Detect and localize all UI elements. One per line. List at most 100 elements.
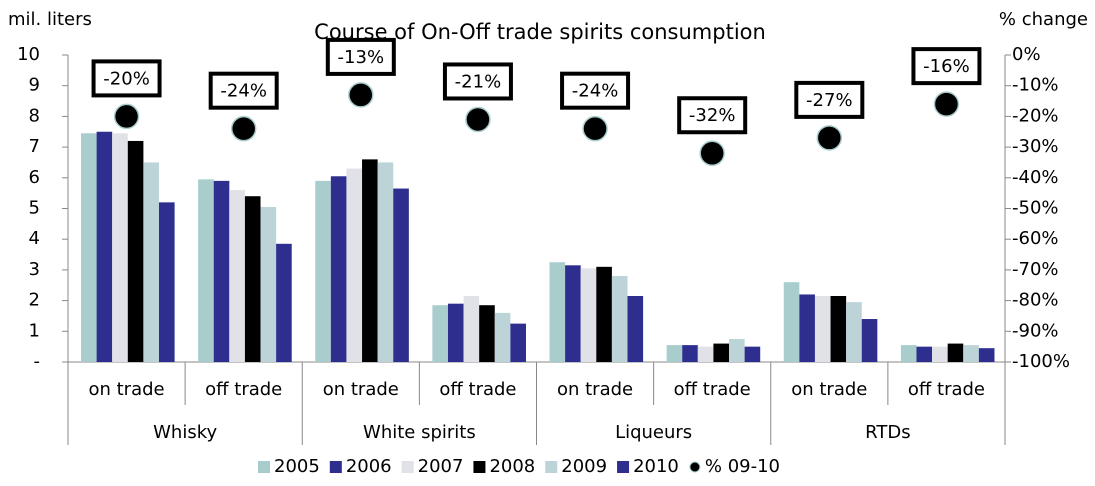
- y-axis-title: mil. liters: [8, 9, 92, 30]
- x-tick-label: on trade: [323, 379, 399, 400]
- change-point: [582, 115, 608, 142]
- bar: [143, 162, 159, 362]
- bar: [393, 188, 409, 362]
- y-tick-label: 10: [17, 44, 40, 65]
- y2-tick-label: -60%: [1012, 228, 1059, 249]
- change-point: [816, 125, 843, 151]
- y2-tick-label: -50%: [1012, 198, 1059, 219]
- data-label: -24%: [220, 81, 267, 102]
- data-label: -20%: [103, 68, 150, 89]
- legend-swatch: [258, 461, 270, 473]
- change-point: [933, 91, 960, 117]
- label-box: [91, 59, 162, 98]
- x-tick-label: off trade: [205, 379, 282, 400]
- legend-label: 2006: [346, 456, 392, 477]
- y2-tick-label: -40%: [1012, 167, 1059, 188]
- y-tick-label: 4: [29, 228, 40, 249]
- y-tick-label: 5: [29, 198, 40, 219]
- bar: [315, 180, 331, 362]
- label-box: [208, 71, 279, 110]
- y2-tick-label: -20%: [1012, 105, 1059, 126]
- bar: [580, 268, 597, 362]
- change-point: [348, 82, 374, 108]
- y-tick-label: -: [34, 351, 41, 372]
- label-box: [794, 80, 865, 119]
- y2-tick-label: -30%: [1012, 136, 1059, 157]
- x-tick-label: on trade: [557, 379, 633, 400]
- change-point: [465, 106, 491, 133]
- legend-label: % 09-10: [705, 456, 780, 477]
- y2-tick-label: -100%: [1012, 351, 1070, 372]
- bar: [463, 295, 480, 362]
- bar: [611, 276, 628, 362]
- x-group-label: White spirits: [363, 422, 476, 443]
- bar: [627, 295, 644, 362]
- label-box: [911, 47, 982, 86]
- y-tick-label: 6: [29, 167, 40, 188]
- data-label: -27%: [806, 90, 853, 111]
- x-tick-label: off trade: [439, 379, 516, 400]
- bar: [362, 159, 378, 362]
- bar: [112, 133, 128, 362]
- y-tick-label: 7: [29, 136, 40, 157]
- legend-label: 2009: [561, 456, 607, 477]
- x-group-label: RTDs: [865, 422, 910, 443]
- bar: [861, 319, 878, 362]
- bar: [978, 348, 995, 362]
- data-label: -13%: [338, 47, 385, 68]
- bar: [494, 312, 511, 362]
- bar: [846, 302, 862, 362]
- x-tick-label: off trade: [674, 379, 751, 400]
- bar: [916, 346, 933, 362]
- bar: [447, 303, 464, 362]
- bar: [276, 243, 292, 362]
- bar: [549, 262, 566, 362]
- bar: [799, 294, 815, 362]
- data-label: -24%: [572, 81, 619, 102]
- legend-swatch: [617, 461, 630, 473]
- bar: [96, 131, 113, 362]
- bar: [479, 305, 495, 362]
- bar: [510, 323, 526, 362]
- legend-label: 2007: [418, 456, 464, 477]
- data-label: -16%: [923, 56, 970, 77]
- y2-tick-label: -10%: [1012, 75, 1059, 96]
- data-label: -32%: [689, 105, 736, 126]
- change-point: [230, 115, 257, 142]
- bar: [697, 346, 714, 362]
- change-point: [699, 140, 725, 166]
- bar: [814, 295, 831, 362]
- y2-axis-title: % change: [999, 9, 1088, 30]
- bar: [81, 133, 97, 362]
- bar: [596, 266, 612, 362]
- change-point: [113, 103, 140, 130]
- bar: [666, 345, 683, 362]
- x-tick-label: on trade: [791, 379, 867, 400]
- y2-tick-label: -90%: [1012, 320, 1059, 341]
- bar: [244, 196, 261, 362]
- bar: [830, 295, 847, 362]
- x-tick-label: on trade: [88, 379, 164, 400]
- bar: [783, 282, 800, 362]
- bar: [713, 343, 730, 362]
- x-group-label: Liqueurs: [615, 422, 692, 443]
- bar: [900, 345, 917, 362]
- bar: [229, 190, 245, 362]
- bar: [159, 202, 175, 362]
- bar: [729, 338, 745, 362]
- y-tick-label: 2: [29, 290, 40, 311]
- legend-label: 2005: [274, 456, 320, 477]
- bar: [198, 179, 214, 362]
- label-box: [325, 37, 396, 76]
- legend-label: 2008: [489, 456, 535, 477]
- x-group-label: Whisky: [153, 422, 217, 443]
- bar: [682, 345, 698, 362]
- y-tick-label: 8: [29, 105, 40, 126]
- legend-swatch: [545, 461, 558, 473]
- legend-swatch: [329, 461, 342, 473]
- bar: [947, 343, 964, 362]
- label-box: [442, 62, 513, 101]
- bar: [260, 206, 277, 362]
- y-tick-label: 9: [29, 75, 40, 96]
- bar: [330, 176, 347, 362]
